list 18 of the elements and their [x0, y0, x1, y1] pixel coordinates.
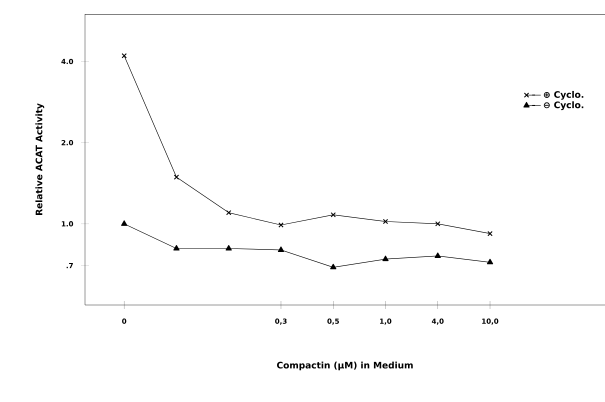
point — [278, 246, 284, 252]
point — [434, 252, 441, 258]
point — [226, 245, 232, 251]
point — [435, 221, 440, 226]
x-axis-title: Compactin (µM) in Medium — [277, 362, 413, 370]
point — [226, 210, 232, 216]
point — [278, 222, 284, 228]
y-axis-title: Relative ACAT Activity — [35, 103, 44, 215]
legend-label: ⊖ Cyclo. — [544, 101, 584, 110]
legend-label: ⊕ Cyclo. — [544, 90, 584, 100]
point — [382, 218, 388, 224]
point — [121, 220, 128, 226]
point — [330, 264, 336, 270]
point — [382, 256, 389, 262]
point — [173, 245, 180, 251]
point — [486, 258, 494, 264]
point — [174, 174, 180, 180]
point — [330, 212, 336, 218]
